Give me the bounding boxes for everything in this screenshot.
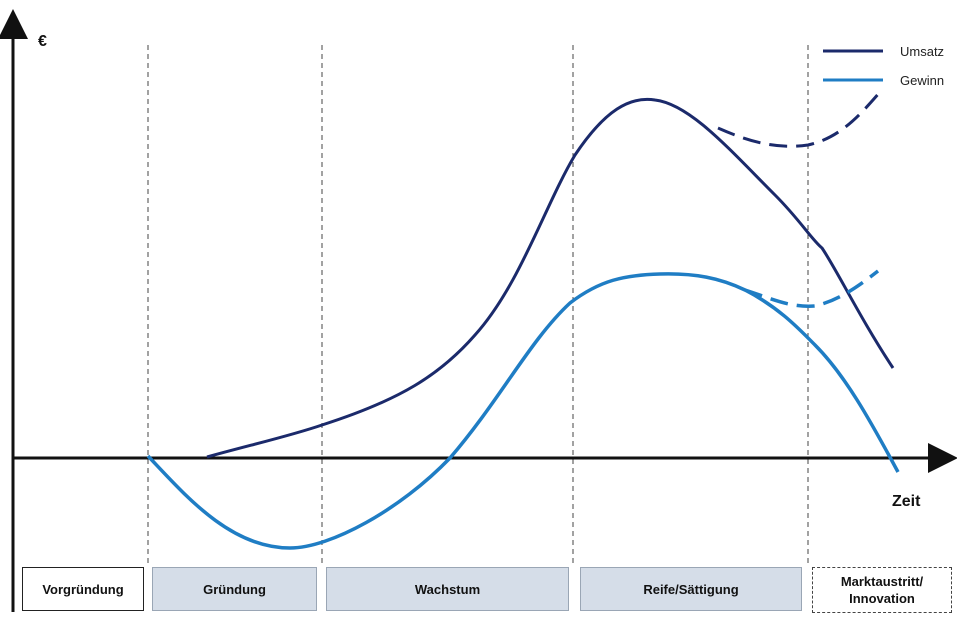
y-axis-label: €	[38, 33, 47, 50]
phase-box-marktaustritt: Marktaustritt/ Innovation	[812, 567, 952, 613]
phase-box-vorgruendung: Vorgründung	[22, 567, 144, 611]
legend-label-gewinn: Gewinn	[900, 73, 944, 88]
phase-label-reife: Reife/Sättigung	[643, 581, 739, 597]
phase-label-marktaustritt: Marktaustritt/ Innovation	[840, 574, 924, 606]
x-axis-label: Zeit	[892, 493, 921, 510]
gewinn-curve	[146, 272, 900, 550]
phase-box-reife: Reife/Sättigung	[580, 567, 802, 611]
gewinn-curve-dashed-extension	[744, 269, 880, 308]
phase-box-gruendung: Gründung	[152, 567, 317, 611]
phase-label-vorgruendung: Vorgründung	[42, 581, 124, 597]
umsatz-curve-dashed-extension	[717, 91, 882, 148]
phase-label-wachstum: Wachstum	[414, 581, 481, 597]
legend: Umsatz Gewinn	[823, 44, 944, 88]
legend-label-umsatz: Umsatz	[900, 44, 944, 59]
phase-box-wachstum: Wachstum	[326, 567, 569, 611]
umsatz-curve	[206, 97, 895, 459]
phase-label-gruendung: Gründung	[203, 581, 266, 597]
